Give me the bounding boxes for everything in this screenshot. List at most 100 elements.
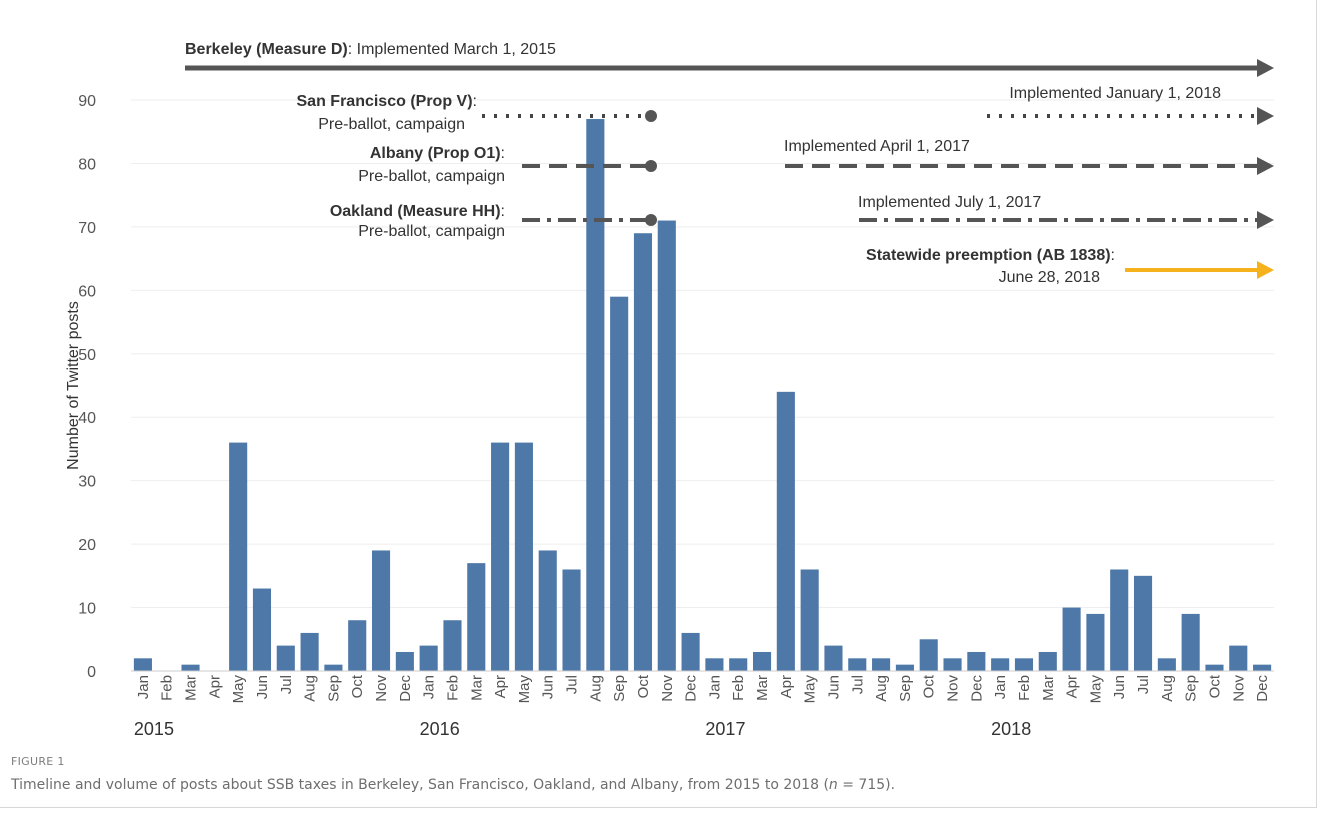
sf-implemented-label: Implemented January 1, 2018 <box>1009 85 1221 102</box>
bar <box>538 550 557 671</box>
x-tick-label: Dec <box>683 675 700 702</box>
bar <box>800 569 819 671</box>
x-tick-label: Jul <box>1135 675 1152 694</box>
x-tick-label: May <box>230 675 247 704</box>
bar <box>1038 651 1057 671</box>
bar <box>395 651 414 671</box>
x-tick-label: Nov <box>945 675 962 702</box>
bar <box>919 639 938 671</box>
x-tick-label: Jan <box>706 675 723 699</box>
bar <box>1133 575 1153 671</box>
bar <box>705 658 724 671</box>
x-tick-label: Jul <box>849 675 866 694</box>
x-tick-label: Apr <box>206 675 223 698</box>
x-tick-label: Dec <box>1254 675 1271 702</box>
albany-arrowhead <box>1257 157 1274 175</box>
y-tick-label: 60 <box>78 283 96 300</box>
bar <box>443 620 462 671</box>
x-tick-label: Nov <box>659 675 676 702</box>
y-tick-label: 40 <box>78 410 96 427</box>
oakland-timeline <box>522 211 1274 229</box>
gridlines <box>131 99 1274 609</box>
oakland-implemented-label: Implemented July 1, 2017 <box>858 194 1041 211</box>
x-tick-label: Dec <box>397 675 414 702</box>
y-tick-label: 20 <box>78 537 96 554</box>
x-tick-label: Apr <box>492 675 509 698</box>
x-tick-label: Nov <box>373 675 390 702</box>
x-tick-label: Feb <box>730 675 747 701</box>
oakland-annotation: Oakland (Measure HH): <box>330 203 505 220</box>
bar <box>1014 658 1034 671</box>
figure-frame <box>0 0 1317 808</box>
x-tick-label: Aug <box>302 675 319 702</box>
x-tick-label: Mar <box>1040 675 1057 701</box>
albany-sublabel: Pre-ballot, campaign <box>358 168 505 185</box>
bar <box>181 664 200 671</box>
berkeley-timeline <box>185 59 1274 77</box>
albany-annotation: Albany (Prop O1): <box>370 145 505 162</box>
oakland-sublabel: Pre-ballot, campaign <box>358 223 505 240</box>
bar <box>371 550 391 671</box>
bar <box>824 645 843 671</box>
x-tick-label: Mar <box>183 675 200 701</box>
oakland-endpoint-marker <box>645 214 657 226</box>
sf-timeline <box>482 107 1274 125</box>
bar <box>229 442 248 671</box>
x-tick-label: Jun <box>825 675 842 699</box>
x-tick-label: Aug <box>1159 675 1176 702</box>
x-tick-label: Oct <box>1206 674 1223 698</box>
x-tick-label: Nov <box>1230 675 1247 702</box>
y-tick-label: 10 <box>78 601 96 618</box>
bar <box>1110 569 1129 671</box>
x-tick-label: Apr <box>778 675 795 698</box>
x-tick-label: Jul <box>278 675 295 694</box>
y-tick-label: 30 <box>78 474 96 491</box>
caption-tail: = 715). <box>837 777 896 793</box>
albany-timeline <box>522 157 1274 175</box>
preemption-date: June 28, 2018 <box>999 269 1101 286</box>
bar <box>276 645 295 671</box>
x-tick-label: Jun <box>540 675 557 699</box>
year-label: 2018 <box>991 719 1031 739</box>
bar <box>348 620 367 671</box>
bar <box>872 658 891 671</box>
bar <box>1157 658 1176 671</box>
bar <box>467 563 486 671</box>
x-tick-label: Apr <box>1064 675 1081 698</box>
albany-label: Albany (Prop O1) <box>370 145 501 162</box>
bar-chart: 0 10 20 30 40 50 60 70 80 90 Jan Feb Mar Apr May Jun Jul… <box>65 41 1274 739</box>
caption-n: n <box>828 777 838 793</box>
bar <box>419 645 438 671</box>
berkeley-arrowhead <box>1257 59 1274 77</box>
bar <box>1229 645 1248 671</box>
x-tick-label: Jan <box>421 675 438 699</box>
bar <box>1253 664 1272 671</box>
bar <box>991 658 1010 671</box>
bar <box>252 588 272 671</box>
sf-arrowhead <box>1257 107 1274 125</box>
preemption-timeline <box>1125 261 1274 279</box>
x-tick-label: Jun <box>1111 675 1128 699</box>
sf-endpoint-marker <box>645 110 657 122</box>
bar <box>1205 664 1224 671</box>
y-tick-label: 70 <box>78 220 96 237</box>
berkeley-implemented-text: : Implemented March 1, 2015 <box>348 41 556 58</box>
bar <box>967 651 986 671</box>
figure-caption: Timeline and volume of posts about SSB t… <box>11 777 895 793</box>
x-tick-label: Sep <box>1183 675 1200 702</box>
y-tick-label: 80 <box>78 156 96 173</box>
preemption-label: Statewide preemption (AB 1838) <box>866 247 1111 264</box>
bar <box>133 658 152 671</box>
x-tick-label: Sep <box>611 675 628 702</box>
sf-sublabel: Pre-ballot, campaign <box>318 116 465 133</box>
x-tick-label: Jul <box>564 675 581 694</box>
x-tick-label: May <box>1087 675 1104 704</box>
x-tick-label: Aug <box>587 675 604 702</box>
policy-timelines: Berkeley (Measure D): Implemented March … <box>185 41 1274 286</box>
x-tick-label: Mar <box>754 675 771 701</box>
oakland-label: Oakland (Measure HH) <box>330 203 501 220</box>
preemption-arrowhead <box>1257 261 1274 279</box>
year-label: 2015 <box>134 719 174 739</box>
year-label: 2016 <box>420 719 460 739</box>
x-tick-label: Jun <box>254 675 271 699</box>
